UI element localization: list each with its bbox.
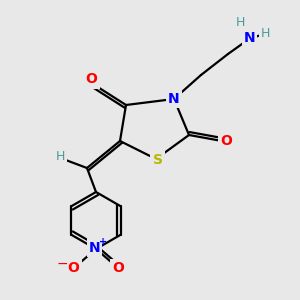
Text: H: H	[55, 149, 65, 163]
Text: N: N	[168, 92, 180, 106]
Text: H: H	[235, 16, 245, 29]
Text: H: H	[261, 26, 270, 40]
Text: O: O	[85, 73, 98, 86]
Text: S: S	[152, 154, 163, 167]
Text: O: O	[112, 262, 124, 275]
Text: O: O	[220, 134, 232, 148]
Text: N: N	[244, 31, 255, 44]
Text: −: −	[57, 257, 68, 271]
Text: O: O	[68, 262, 80, 275]
Text: N: N	[89, 241, 100, 254]
Text: +: +	[98, 237, 107, 248]
